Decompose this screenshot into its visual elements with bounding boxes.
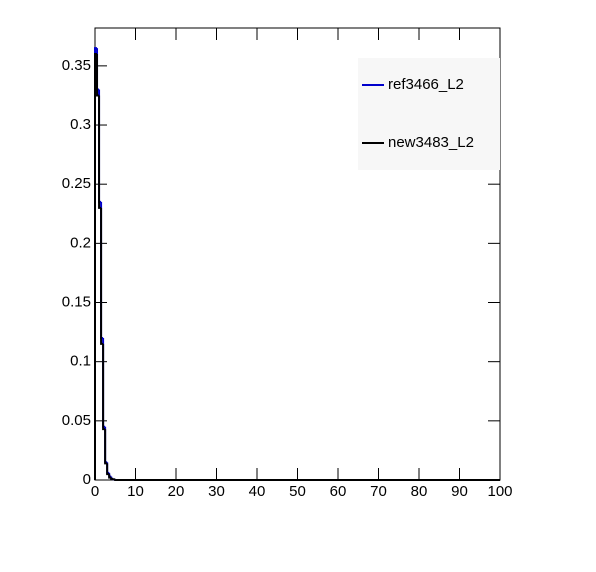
y-tick-label: 0.35 bbox=[62, 57, 91, 74]
x-tick-label: 0 bbox=[91, 483, 99, 500]
y-tick-label: 0.15 bbox=[62, 293, 91, 310]
histogram-bin bbox=[96, 54, 100, 97]
y-tick-label: 0 bbox=[83, 471, 91, 488]
legend-box bbox=[358, 58, 500, 170]
y-tick-label: 0.1 bbox=[70, 353, 91, 370]
y-tick-label: 0.2 bbox=[70, 234, 91, 251]
x-tick-label: 80 bbox=[411, 483, 428, 500]
legend-label: new3483_L2 bbox=[388, 134, 474, 151]
x-tick-label: 50 bbox=[289, 483, 306, 500]
histogram-bin bbox=[112, 478, 116, 481]
histogram-bin bbox=[114, 479, 500, 481]
x-tick-label: 20 bbox=[168, 483, 185, 500]
x-tick-label: 10 bbox=[127, 483, 144, 500]
x-tick-label: 40 bbox=[249, 483, 266, 500]
x-tick-label: 70 bbox=[370, 483, 387, 500]
y-tick-label: 0.05 bbox=[62, 412, 91, 429]
x-tick-label: 100 bbox=[487, 483, 512, 500]
histogram-bin bbox=[94, 53, 98, 480]
histogram-bin bbox=[102, 343, 106, 431]
y-tick-label: 0.3 bbox=[70, 116, 91, 133]
x-tick-label: 60 bbox=[330, 483, 347, 500]
y-tick-label: 0.25 bbox=[62, 175, 91, 192]
legend-label: ref3466_L2 bbox=[388, 76, 464, 93]
x-tick-label: 90 bbox=[451, 483, 468, 500]
histogram-bin bbox=[98, 95, 102, 209]
x-tick-label: 30 bbox=[208, 483, 225, 500]
